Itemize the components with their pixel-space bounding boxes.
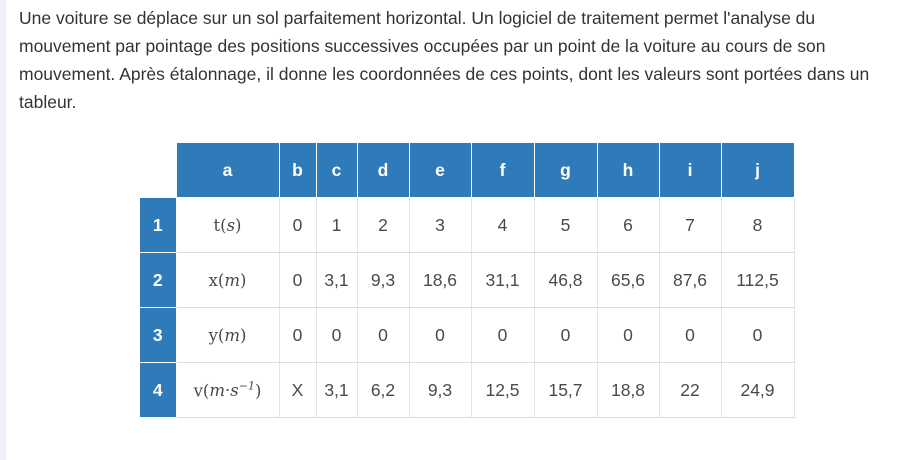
column-header-j[interactable]: j [721, 143, 795, 198]
table-row: 2 x(m) 0 3,1 9,3 18,6 31,1 46,8 65,6 87,… [140, 252, 795, 308]
row-label-velocity[interactable]: v(m·s−1) [176, 362, 280, 418]
column-header-f[interactable]: f [471, 143, 535, 198]
table-cell[interactable]: 7 [659, 197, 722, 253]
table-cell[interactable]: 5 [534, 197, 598, 253]
table-cell[interactable]: 9,3 [357, 252, 410, 308]
row-header-3[interactable]: 3 [140, 307, 177, 363]
column-header-row: a b c d e f g h i j [140, 143, 795, 198]
table-cell[interactable]: 0 [316, 307, 358, 363]
table-cell[interactable]: 6,2 [357, 362, 410, 418]
row-label-y[interactable]: y(m) [176, 307, 280, 363]
spreadsheet-table: a b c d e f g h i j 1 t(s) 0 1 2 3 4 5 6… [140, 143, 795, 418]
table-cell[interactable]: 4 [471, 197, 535, 253]
table-cell[interactable]: 0 [357, 307, 410, 363]
column-header-d[interactable]: d [357, 143, 410, 198]
table-cell[interactable]: 0 [279, 307, 317, 363]
table-cell[interactable]: 8 [721, 197, 795, 253]
table-cell[interactable]: 0 [721, 307, 795, 363]
table-cell[interactable]: 31,1 [471, 252, 535, 308]
page-left-rule [0, 0, 6, 460]
table-cell[interactable]: 46,8 [534, 252, 598, 308]
column-header-e[interactable]: e [409, 143, 472, 198]
table-cell[interactable]: 1 [316, 197, 358, 253]
table-cell[interactable]: 0 [597, 307, 660, 363]
table-cell[interactable]: 15,7 [534, 362, 598, 418]
column-header-a[interactable]: a [176, 143, 280, 198]
table-cell[interactable]: 0 [279, 197, 317, 253]
row-label-x[interactable]: x(m) [176, 252, 280, 308]
table-cell[interactable]: 18,8 [597, 362, 660, 418]
unit-meters: m [224, 270, 240, 290]
intro-paragraph: Une voiture se déplace sur un sol parfai… [19, 8, 870, 112]
unit-seconds: s [226, 215, 236, 235]
table-cell[interactable]: 0 [534, 307, 598, 363]
column-header-h[interactable]: h [597, 143, 660, 198]
row-header-1[interactable]: 1 [140, 197, 177, 253]
table-cell[interactable]: 65,6 [597, 252, 660, 308]
row-label-time[interactable]: t(s) [176, 197, 280, 253]
table-cell[interactable]: 0 [471, 307, 535, 363]
corner-cell [140, 143, 177, 198]
table-cell[interactable]: 6 [597, 197, 660, 253]
table-cell[interactable]: 22 [659, 362, 722, 418]
column-header-b[interactable]: b [279, 143, 317, 198]
table-cell[interactable]: 3,1 [316, 362, 358, 418]
table-cell[interactable]: X [279, 362, 317, 418]
table-cell[interactable]: 24,9 [721, 362, 795, 418]
unit-meters: m [224, 325, 240, 345]
table-row: 3 y(m) 0 0 0 0 0 0 0 0 0 [140, 307, 795, 363]
table-cell[interactable]: 0 [409, 307, 472, 363]
column-header-c[interactable]: c [316, 143, 358, 198]
table-cell[interactable]: 18,6 [409, 252, 472, 308]
table-row: 4 v(m·s−1) X 3,1 6,2 9,3 12,5 15,7 18,8 … [140, 362, 795, 418]
table-cell[interactable]: 0 [659, 307, 722, 363]
table-cell[interactable]: 87,6 [659, 252, 722, 308]
table-cell[interactable]: 112,5 [721, 252, 795, 308]
column-header-i[interactable]: i [659, 143, 722, 198]
row-header-4[interactable]: 4 [140, 362, 177, 418]
table-cell[interactable]: 12,5 [471, 362, 535, 418]
table-cell[interactable]: 3 [409, 197, 472, 253]
column-header-g[interactable]: g [534, 143, 598, 198]
table-cell[interactable]: 0 [279, 252, 317, 308]
table-cell[interactable]: 2 [357, 197, 410, 253]
table-row: 1 t(s) 0 1 2 3 4 5 6 7 8 [140, 197, 795, 253]
table-cell[interactable]: 9,3 [409, 362, 472, 418]
table-cell[interactable]: 3,1 [316, 252, 358, 308]
row-header-2[interactable]: 2 [140, 252, 177, 308]
unit-velocity: m·s−1 [209, 379, 255, 401]
